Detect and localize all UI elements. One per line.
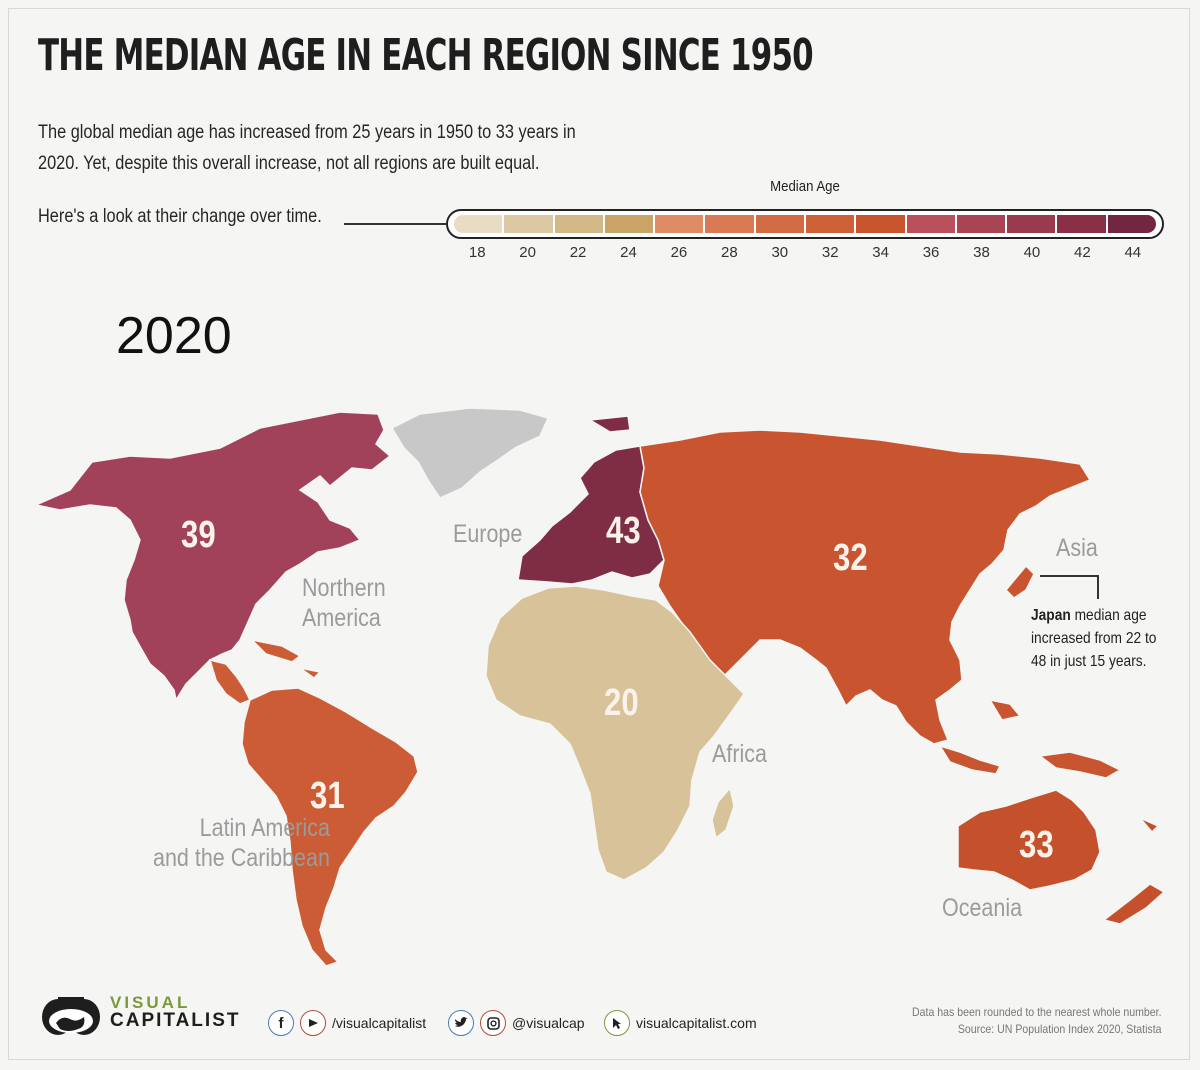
footnote: Data has been rounded to the nearest who… xyxy=(912,1005,1162,1036)
legend-tick-label: 38 xyxy=(973,244,990,261)
legend-swatch xyxy=(956,215,1006,233)
website-link[interactable]: visualcapitalist.com xyxy=(636,1015,757,1031)
year-label: 2020 xyxy=(116,307,232,365)
legend-swatch xyxy=(1007,215,1056,233)
label-latin-america: Latin America and the Caribbean xyxy=(153,814,330,872)
region-oceania xyxy=(957,789,1166,925)
value-northern-america: 39 xyxy=(181,514,216,556)
legend-tick-label: 24 xyxy=(620,244,637,261)
region-africa xyxy=(485,585,745,881)
japan-note: Japan median age increased from 22 to 48… xyxy=(1031,607,1157,670)
region-northern-america xyxy=(33,411,392,702)
facebook-icon[interactable]: f xyxy=(268,1010,294,1036)
legend-tick-label: 34 xyxy=(872,244,889,261)
value-asia: 32 xyxy=(833,537,868,579)
region-caribbean xyxy=(249,638,322,679)
japan-callout-line-v xyxy=(1097,575,1099,599)
legend-tick-label: 22 xyxy=(569,244,587,261)
page-title: THE MEDIAN AGE IN EACH REGION SINCE 1950 xyxy=(38,30,814,81)
label-asia: Asia xyxy=(1056,534,1098,562)
connector-line xyxy=(344,223,446,225)
legend-swatch xyxy=(604,215,654,233)
youtube-icon[interactable] xyxy=(300,1010,326,1036)
brand-word-2: CAPITALIST xyxy=(110,1010,241,1031)
subtitle: The global median age has increased from… xyxy=(38,122,576,174)
legend-swatch xyxy=(805,215,855,233)
legend-tick-label: 18 xyxy=(468,244,486,261)
region-greenland xyxy=(390,407,550,499)
brand-word-1: VISUAL xyxy=(110,993,191,1012)
japan-callout-line-h xyxy=(1040,575,1098,577)
legend-swatch xyxy=(454,215,503,233)
value-europe: 43 xyxy=(606,510,641,552)
legend-swatch xyxy=(504,215,553,233)
handle-visualcapitalist[interactable]: /visualcapitalist xyxy=(332,1015,427,1031)
instagram-icon[interactable] xyxy=(480,1010,506,1036)
twitter-icon[interactable] xyxy=(448,1010,474,1036)
legend-swatch xyxy=(655,215,704,233)
legend-tick-label: 44 xyxy=(1124,244,1142,261)
label-oceania: Oceania xyxy=(942,894,1023,922)
legend-tick-label: 40 xyxy=(1023,244,1041,261)
value-africa: 20 xyxy=(604,682,639,724)
brand-logo[interactable]: VISUAL CAPITALIST xyxy=(40,987,255,1047)
legend-swatch xyxy=(1107,215,1156,233)
social-website[interactable]: visualcapitalist.com xyxy=(604,1008,757,1038)
legend-tick-label: 30 xyxy=(771,244,789,261)
legend-swatch xyxy=(705,215,754,233)
region-central-america xyxy=(208,658,252,705)
look-line: Here's a look at their change over time. xyxy=(38,206,322,227)
region-japan xyxy=(1004,564,1035,599)
legend-swatch xyxy=(856,215,905,233)
label-northern-america: Northern America xyxy=(302,574,386,632)
region-se-asia xyxy=(938,698,1122,779)
region-madagascar xyxy=(711,786,735,840)
legend-tick-label: 36 xyxy=(922,244,940,261)
legend-swatch xyxy=(554,215,603,233)
cursor-icon[interactable] xyxy=(604,1010,630,1036)
legend-swatch xyxy=(906,215,955,233)
value-oceania: 33 xyxy=(1019,824,1054,866)
label-africa: Africa xyxy=(712,740,767,768)
social-twitter-instagram[interactable]: @visualcap xyxy=(448,1008,585,1038)
social-facebook-youtube[interactable]: f /visualcapitalist xyxy=(268,1008,426,1038)
handle-visualcap[interactable]: @visualcap xyxy=(512,1015,585,1031)
value-latin-america: 31 xyxy=(310,775,345,817)
legend-swatch xyxy=(755,215,804,233)
label-europe: Europe xyxy=(453,520,523,548)
region-latin-america xyxy=(241,687,419,967)
legend-swatch xyxy=(1057,215,1106,233)
legend-tick-label: 28 xyxy=(721,244,738,261)
legend-tick-label: 42 xyxy=(1074,244,1091,261)
binoculars-icon xyxy=(42,997,100,1035)
legend-color-bar xyxy=(446,209,1164,239)
legend-tick-label: 32 xyxy=(821,244,839,261)
legend-tick-label: 26 xyxy=(670,244,688,261)
legend-title: Median Age xyxy=(770,178,840,195)
legend-tick-label: 20 xyxy=(519,244,536,261)
